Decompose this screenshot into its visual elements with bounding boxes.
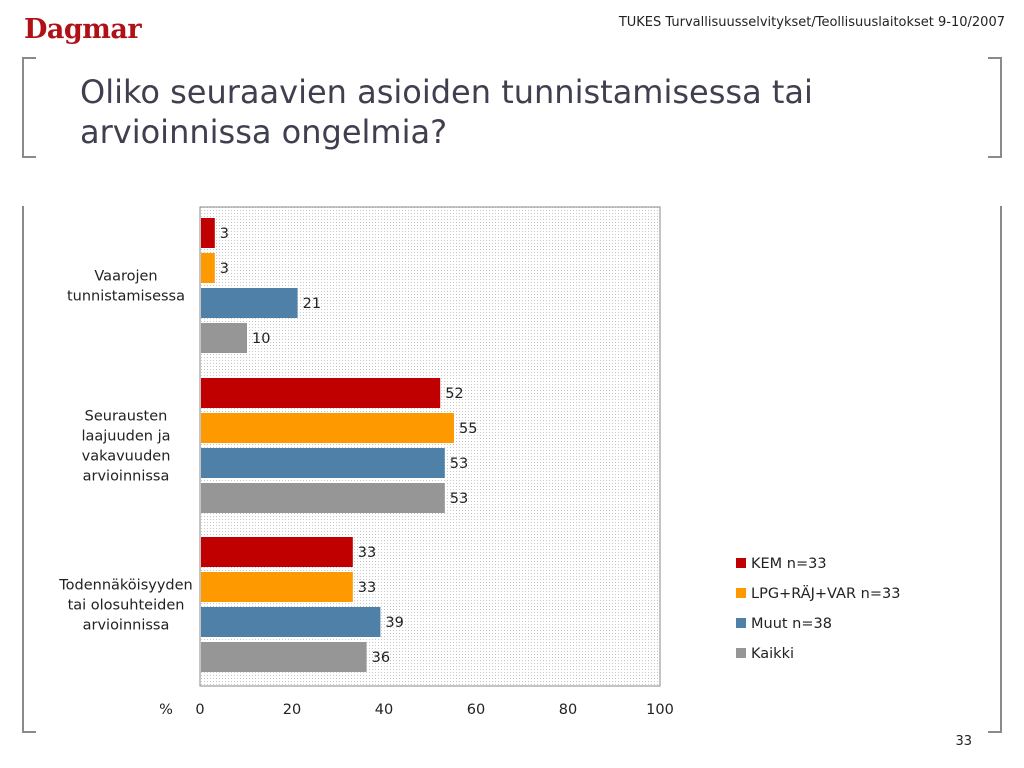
x-tick-label-40: 40	[375, 702, 393, 718]
header-caption: TUKES Turvallisuusselvitykset/Teollisuus…	[618, 15, 1005, 30]
data-label-3-series-3: 39	[385, 615, 403, 631]
plot-area	[199, 206, 661, 687]
bar-1-series-4	[201, 323, 247, 353]
legend-label-1: KEM n=33	[751, 556, 827, 572]
data-label-1-series-4: 10	[252, 331, 270, 347]
bar-2-series-3	[201, 448, 445, 478]
category-label-2-line-3: vakavuuden	[82, 449, 171, 465]
data-label-1-series-1: 3	[220, 226, 229, 242]
x-tick-label-20: 20	[283, 702, 301, 718]
category-label-3-line-2: tai olosuhteiden	[68, 598, 185, 614]
bar-3-series-2	[201, 572, 353, 602]
category-label-2-line-2: laajuuden ja	[81, 429, 170, 445]
data-label-3-series-1: 33	[358, 545, 376, 561]
frame-left-bottom	[22, 206, 24, 732]
bar-3-series-1	[201, 537, 353, 567]
legend-swatch-1	[736, 558, 746, 568]
page-title: Oliko seuraavien asioiden tunnistamisess…	[80, 73, 813, 151]
data-label-2-series-2: 55	[459, 421, 477, 437]
x-axis-unit-label: %	[159, 702, 173, 718]
page-number: 33	[955, 734, 972, 749]
data-label-3-series-4: 36	[372, 650, 390, 666]
legend-swatch-2	[736, 588, 746, 598]
bar-2-series-1	[201, 378, 441, 408]
category-label-2-line-1: Seurausten	[85, 409, 168, 425]
bar-3-series-4	[201, 642, 367, 672]
legend-swatch-3	[736, 618, 746, 628]
data-label-2-series-1: 52	[445, 386, 463, 402]
legend-label-3: Muut n=38	[751, 616, 832, 632]
x-tick-label-0: 0	[195, 702, 204, 718]
legend-label-2: LPG+RÄJ+VAR n=33	[751, 584, 900, 602]
frame-right-top-tick	[988, 57, 1002, 59]
x-tick-label-80: 80	[559, 702, 577, 718]
data-label-3-series-2: 33	[358, 580, 376, 596]
bar-2-series-2	[201, 413, 454, 443]
frame-right-bottom	[1000, 206, 1002, 732]
dagmar-logo: Dagmar	[24, 14, 142, 45]
frame-right-bottom-tick	[988, 731, 1002, 733]
legend-swatch-4	[736, 648, 746, 658]
frame-left-bottom-tick	[22, 731, 36, 733]
x-tick-label-60: 60	[467, 702, 485, 718]
legend-label-4: Kaikki	[751, 646, 794, 662]
frame-right-top	[1000, 57, 1002, 157]
category-label-1-line-1: Vaarojen	[94, 269, 157, 285]
category-label-3-line-1: Todennäköisyyden	[58, 578, 192, 594]
frame-left-top-tick	[22, 57, 36, 59]
frame-left-top	[22, 57, 24, 157]
data-label-2-series-4: 53	[450, 491, 468, 507]
bar-2-series-4	[201, 483, 445, 513]
data-label-2-series-3: 53	[450, 456, 468, 472]
data-label-1-series-2: 3	[220, 261, 229, 277]
bar-3-series-3	[201, 607, 381, 637]
category-label-1-line-2: tunnistamisessa	[67, 289, 185, 305]
bar-1-series-1	[201, 218, 215, 248]
bar-1-series-3	[201, 288, 298, 318]
frame-right-mid-tick	[988, 156, 1002, 158]
frame-left-mid-tick	[22, 156, 36, 158]
category-label-2-line-4: arvioinnissa	[83, 469, 170, 485]
category-label-3-line-3: arvioinnissa	[83, 618, 170, 634]
x-tick-label-100: 100	[646, 702, 674, 718]
bar-1-series-2	[201, 253, 215, 283]
data-label-1-series-3: 21	[303, 296, 321, 312]
